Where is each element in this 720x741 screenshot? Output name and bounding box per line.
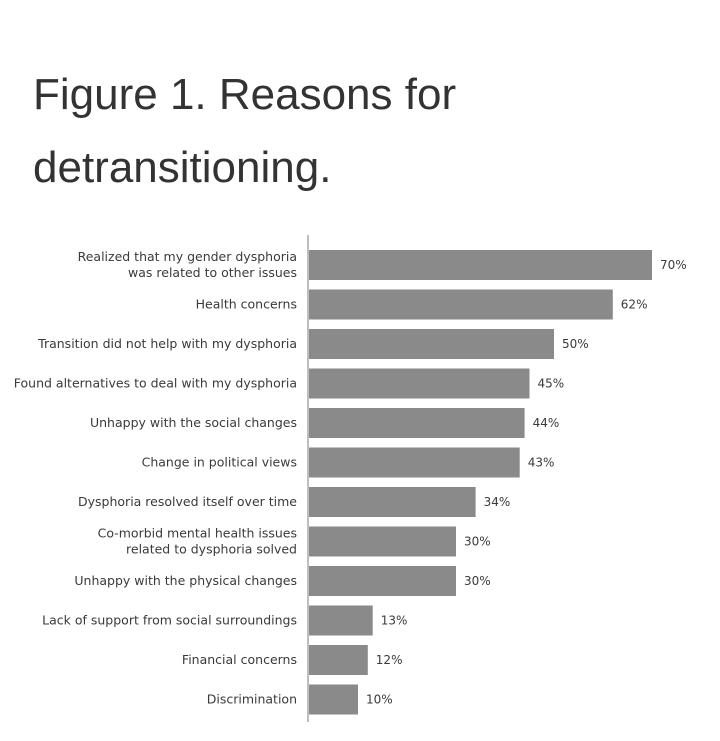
category-label: Dysphoria resolved itself over time	[78, 494, 297, 509]
category-label-line: Health concerns	[196, 297, 297, 312]
category-label-line: Financial concerns	[182, 652, 297, 667]
value-label: 13%	[381, 614, 408, 628]
value-label: 43%	[528, 456, 555, 470]
bar	[309, 566, 456, 596]
category-labels-group: Realized that my gender dysphoria was rel…	[14, 249, 298, 707]
category-label: Found alternatives to deal with my dysph…	[14, 376, 297, 391]
bar	[309, 329, 554, 359]
bar	[309, 526, 456, 557]
category-label: Change in political views	[142, 455, 297, 470]
category-label-line: Transition did not help with my dysphori…	[37, 336, 297, 351]
category-label: Transition did not help with my dysphori…	[37, 336, 297, 351]
category-label: Lack of support from social surroundings	[42, 613, 297, 628]
bar	[309, 645, 368, 675]
category-label-line: Lack of support from social surroundings	[42, 613, 297, 628]
value-label: 30%	[464, 574, 491, 588]
category-label: Unhappy with the social changes	[90, 415, 297, 430]
value-labels-group: 70% 62% 50% 45% 44% 43% 34% 30% 30% 13% 12% 10%	[366, 258, 687, 707]
category-label: Discrimination	[207, 692, 297, 707]
bar	[309, 368, 530, 399]
category-label-line: Change in political views	[142, 455, 297, 470]
bar	[309, 684, 358, 715]
category-label-line: Found alternatives to deal with my dysph…	[14, 376, 297, 391]
category-label-line: was related to other issues	[128, 265, 297, 280]
bar	[309, 289, 613, 320]
value-label: 30%	[464, 535, 491, 549]
category-label: Financial concerns	[182, 652, 297, 667]
category-label: Co-morbid mental health issues related to…	[98, 526, 297, 557]
category-label-line: Dysphoria resolved itself over time	[78, 494, 297, 509]
category-label-line: Realized that my gender dysphoria	[78, 249, 297, 264]
category-label-line: Unhappy with the physical changes	[74, 573, 297, 588]
value-label: 45%	[538, 377, 565, 391]
bar	[309, 487, 476, 517]
value-label: 62%	[621, 298, 648, 312]
value-label: 34%	[484, 495, 511, 509]
value-label: 12%	[376, 653, 403, 667]
category-label: Health concerns	[196, 297, 297, 312]
bar	[309, 447, 520, 478]
bar	[309, 605, 373, 636]
value-label: 70%	[660, 258, 687, 272]
value-label: 44%	[533, 416, 560, 430]
category-label-line: Co-morbid mental health issues	[98, 526, 297, 541]
category-label-line: Discrimination	[207, 692, 297, 707]
category-label: Realized that my gender dysphoria was rel…	[78, 249, 297, 280]
value-label: 50%	[562, 337, 589, 351]
bars-group	[309, 250, 652, 715]
category-label-line: Unhappy with the social changes	[90, 415, 297, 430]
category-label: Unhappy with the physical changes	[74, 573, 297, 588]
bar	[309, 408, 525, 438]
bar	[309, 250, 652, 280]
category-label-line: related to dysphoria solved	[126, 542, 297, 557]
chart-title: Figure 1. Reasons for detransitioning.	[33, 70, 457, 192]
value-label: 10%	[366, 693, 393, 707]
